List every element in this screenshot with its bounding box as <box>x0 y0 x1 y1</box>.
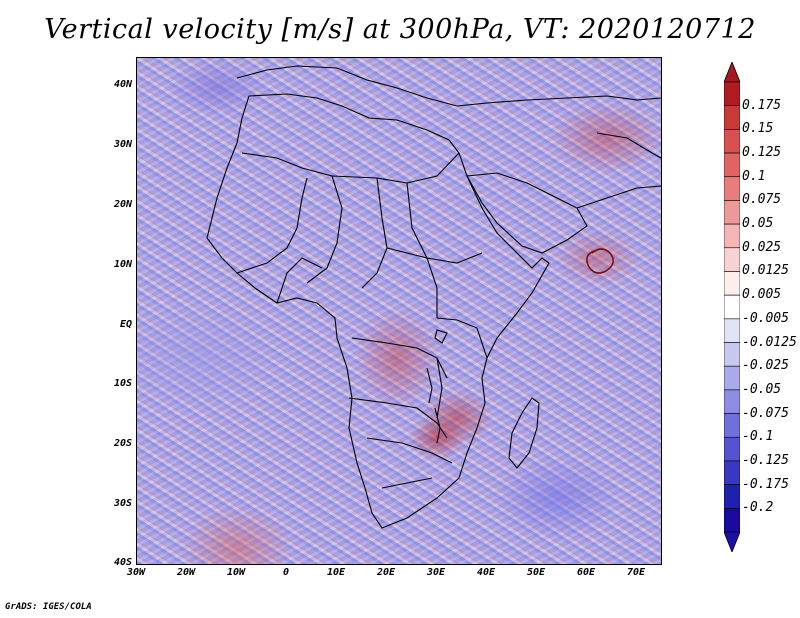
colorbar-label: 0.005 <box>742 287 782 303</box>
colorbar-swatch <box>724 436 740 462</box>
colorbar-swatch <box>724 223 740 249</box>
colorbar-label: 0.075 <box>742 192 782 208</box>
lat-label-40s: 40S <box>113 557 132 568</box>
colorbar-swatch <box>724 460 740 485</box>
colorbar-label: -0.025 <box>742 358 789 374</box>
colorbar-swatch <box>724 413 740 438</box>
lat-label-20s: 20S <box>113 438 132 449</box>
colorbar-swatch <box>724 508 740 533</box>
colorbar-swatch <box>724 318 740 343</box>
lat-label-10s: 10S <box>113 378 132 389</box>
lat-label-10n: 10N <box>113 259 132 270</box>
colorbar <box>724 62 740 552</box>
lon-label-60e: 60E <box>576 567 596 578</box>
map-title: Vertical velocity [m/s] at 300hPa, VT: 2… <box>44 14 756 45</box>
lat-label-eq: EQ <box>119 319 132 330</box>
colorbar-swatch <box>724 342 740 367</box>
lat-label-20n: 20N <box>113 199 132 210</box>
lon-label-10e: 10E <box>326 567 346 578</box>
lon-label-50e: 50E <box>526 567 546 578</box>
africa-coastlines <box>206 65 661 529</box>
colorbar-swatch <box>724 389 740 414</box>
colorbar-swatch <box>724 200 740 225</box>
colorbar-swatch <box>724 271 740 296</box>
colorbar-label: -0.1 <box>742 429 774 445</box>
colorbar-label: -0.2 <box>742 500 774 516</box>
colorbar-bottom-cap <box>724 531 740 552</box>
colorbar-label: -0.125 <box>742 452 789 468</box>
colorbar-swatch <box>724 129 740 154</box>
lat-label-40n: 40N <box>113 79 132 90</box>
lon-label-0: 0 <box>282 567 290 578</box>
lon-label-20e: 20E <box>376 567 396 578</box>
colorbar-label: -0.05 <box>742 381 782 397</box>
lat-label-30s: 30S <box>113 498 132 509</box>
colorbar-label: 0.1 <box>742 168 766 184</box>
colorbar-swatch <box>724 81 740 106</box>
map-plot-area <box>136 57 662 565</box>
colorbar-label: -0.005 <box>742 310 789 326</box>
colorbar-label: 0.125 <box>742 145 782 161</box>
colorbar-label: -0.075 <box>742 405 789 421</box>
colorbar-top-cap <box>724 62 740 83</box>
colorbar-swatch <box>724 152 740 178</box>
colorbar-swatch <box>724 484 740 509</box>
grads-credit: GrADS: IGES/COLA <box>5 602 92 612</box>
lon-label-70e: 70E <box>626 567 646 578</box>
colorbar-label: 0.025 <box>742 239 782 255</box>
lon-label-30e: 30E <box>426 567 446 578</box>
lat-label-30n: 30N <box>113 139 132 150</box>
colorbar-label: 0.0125 <box>742 263 789 279</box>
lon-label-20w: 20W <box>176 567 196 578</box>
lon-label-30w: 30W <box>126 567 146 578</box>
colorbar-swatch <box>724 365 740 391</box>
colorbar-swatch <box>724 247 740 272</box>
colorbar-swatch <box>724 294 740 320</box>
colorbar-swatch <box>724 105 740 130</box>
lon-label-40e: 40E <box>476 567 496 578</box>
colorbar-label: -0.0125 <box>742 334 797 350</box>
colorbar-label: 0.05 <box>742 216 774 232</box>
colorbar-swatch <box>724 176 740 201</box>
lon-label-10w: 10W <box>226 567 246 578</box>
colorbar-label: 0.15 <box>742 121 774 137</box>
colorbar-label: 0.175 <box>742 97 782 113</box>
colorbar-label: -0.175 <box>742 476 789 492</box>
